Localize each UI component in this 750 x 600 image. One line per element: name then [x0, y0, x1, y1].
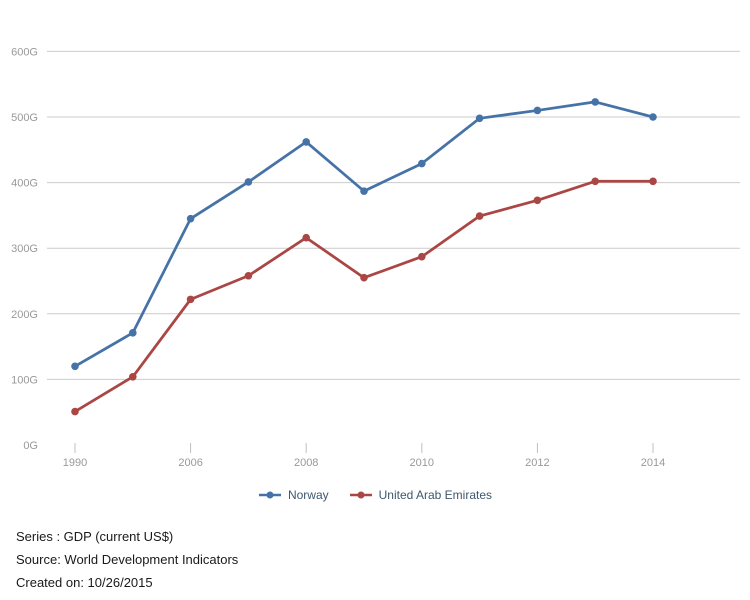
data-point-norway-2007[interactable] [244, 178, 253, 186]
legend-item-label: Norway [287, 488, 329, 502]
data-point-norway-2012[interactable] [533, 106, 542, 115]
data-point-united-arab-emirates-2007[interactable] [244, 271, 253, 280]
chart-footer: Series : GDP (current US$) Source: World… [16, 525, 238, 594]
data-point-norway-1990[interactable] [71, 362, 79, 371]
data-point-united-arab-emirates-2009[interactable] [360, 273, 368, 282]
y-axis-tick-label: 300G [11, 243, 38, 255]
chart-svg: 0G 100G 200G 300G 400G 500G 600G 1990 2006 2008 2… [11, 46, 740, 469]
data-point-united-arab-emirates-2008[interactable] [302, 233, 311, 242]
legend-line-marker-icon [349, 491, 372, 499]
data-point-united-arab-emirates-2010[interactable] [418, 252, 426, 261]
x-axis-tick-label: 2010 [410, 457, 434, 469]
legend-line-marker-icon [258, 491, 281, 499]
data-point-norway-2009[interactable] [360, 187, 368, 195]
y-axis-tick-label: 200G [11, 309, 38, 321]
y-axis-tick-label: 100G [11, 374, 38, 386]
footer-created-line: Created on: 10/26/2015 [16, 575, 153, 590]
x-axis-tick-label: 2008 [294, 457, 318, 469]
data-point-united-arab-emirates-2013[interactable] [591, 177, 599, 186]
data-point-united-arab-emirates-1990[interactable] [71, 407, 79, 416]
data-point-norway-2008[interactable] [302, 138, 311, 146]
footer-series-line: Series : GDP (current US$) [16, 529, 174, 544]
footer-source-line: Source: World Development Indicators [16, 552, 239, 567]
y-axis-group: 0G 100G 200G 300G 400G 500G 600G [11, 46, 38, 452]
legend-item-label: United Arab Emirates [378, 488, 493, 502]
x-axis-tick-label: 1990 [63, 457, 87, 469]
data-point-norway-2013[interactable] [591, 98, 599, 106]
data-point-norway-2010[interactable] [418, 159, 426, 168]
data-point-norway-2000[interactable] [129, 329, 137, 337]
series-line-norway [73, 100, 655, 368]
data-point-united-arab-emirates-2012[interactable] [533, 196, 542, 205]
y-axis-tick-label: 400G [11, 178, 38, 190]
x-axis-tick-label: 2014 [641, 457, 665, 469]
data-point-united-arab-emirates-2006[interactable] [186, 295, 195, 304]
data-point-norway-2014[interactable] [649, 113, 657, 121]
legend: Norway United Arab Emirates [0, 488, 750, 502]
legend-item-norway[interactable]: Norway [258, 488, 329, 502]
data-point-united-arab-emirates-2014[interactable] [649, 177, 657, 186]
gridlines-group [47, 50, 740, 380]
data-point-united-arab-emirates-2000[interactable] [129, 372, 137, 381]
y-axis-tick-label: 0G [23, 440, 38, 452]
x-axis-group: 1990 2006 2008 2010 2012 2014 [63, 443, 665, 469]
series-group [71, 98, 657, 416]
y-axis-tick-label: 600G [11, 46, 38, 58]
legend-item-united-arab-emirates[interactable]: United Arab Emirates [349, 488, 492, 502]
x-axis-tick-label: 2006 [178, 457, 202, 469]
data-point-norway-2011[interactable] [475, 114, 484, 123]
data-point-norway-2006[interactable] [186, 214, 195, 223]
y-axis-tick-label: 500G [11, 112, 38, 124]
series-line-united-arab-emirates [73, 179, 655, 413]
data-point-united-arab-emirates-2011[interactable] [475, 212, 484, 220]
x-axis-tick-label: 2012 [525, 457, 549, 469]
